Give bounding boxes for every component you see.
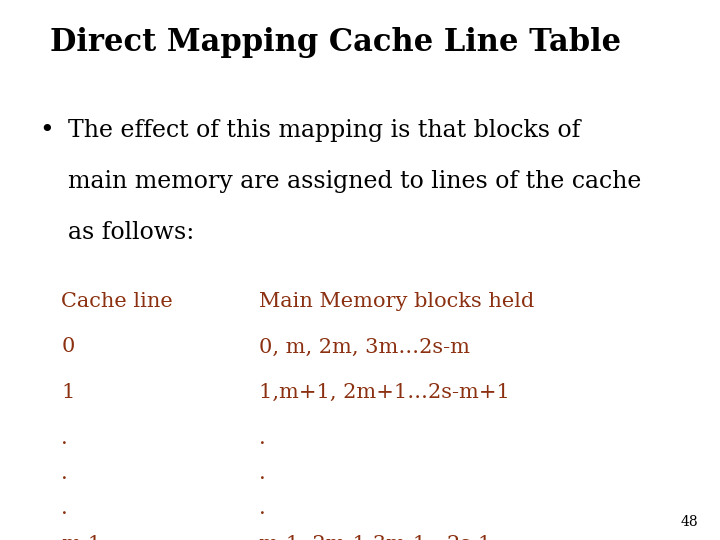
Text: .: . <box>259 500 266 518</box>
Text: .: . <box>61 429 68 448</box>
Text: The effect of this mapping is that blocks of: The effect of this mapping is that block… <box>68 119 581 142</box>
Text: 48: 48 <box>681 515 698 529</box>
Text: .: . <box>259 464 266 483</box>
Text: 1,m+1, 2m+1…2s-m+1: 1,m+1, 2m+1…2s-m+1 <box>259 383 510 402</box>
Text: .: . <box>61 500 68 518</box>
Text: as follows:: as follows: <box>68 221 194 245</box>
Text: 0: 0 <box>61 338 75 356</box>
Text: Main Memory blocks held: Main Memory blocks held <box>259 292 534 310</box>
Text: main memory are assigned to lines of the cache: main memory are assigned to lines of the… <box>68 170 642 193</box>
Text: Direct Mapping Cache Line Table: Direct Mapping Cache Line Table <box>50 27 621 58</box>
Text: m-1, 2m-1,3m-1…2s-1: m-1, 2m-1,3m-1…2s-1 <box>259 535 492 540</box>
Text: 1: 1 <box>61 383 75 402</box>
Text: Cache line: Cache line <box>61 292 173 310</box>
Text: m-1: m-1 <box>61 535 102 540</box>
Text: 0, m, 2m, 3m…2s-m: 0, m, 2m, 3m…2s-m <box>259 338 470 356</box>
Text: .: . <box>259 429 266 448</box>
Text: •: • <box>40 119 54 142</box>
Text: .: . <box>61 464 68 483</box>
